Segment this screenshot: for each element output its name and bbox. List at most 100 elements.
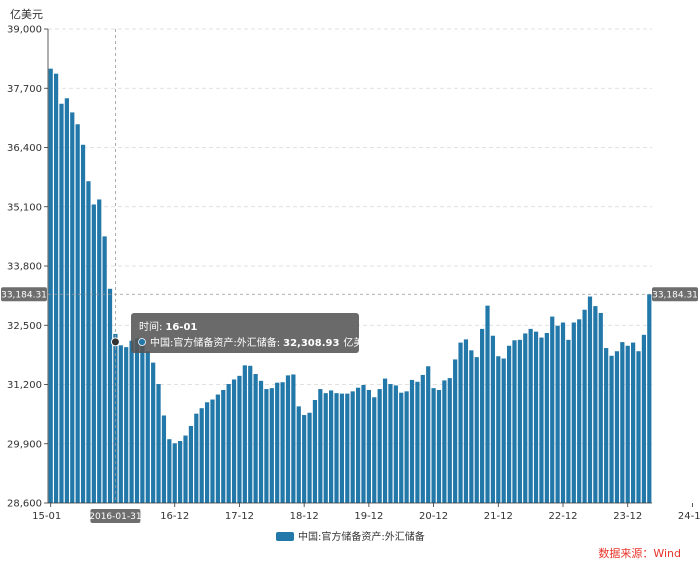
bar[interactable] xyxy=(506,345,512,503)
bar[interactable] xyxy=(372,397,377,503)
bar[interactable] xyxy=(296,406,301,503)
bar[interactable] xyxy=(490,335,496,503)
bar[interactable] xyxy=(242,365,247,503)
bar[interactable] xyxy=(113,333,118,503)
bar[interactable] xyxy=(388,384,393,503)
bar[interactable] xyxy=(280,382,285,503)
bar[interactable] xyxy=(517,339,522,503)
bar[interactable] xyxy=(366,389,371,503)
bar[interactable] xyxy=(75,124,80,503)
bar[interactable] xyxy=(550,316,555,503)
bar[interactable] xyxy=(377,389,382,503)
bar[interactable] xyxy=(469,350,474,503)
bar[interactable] xyxy=(231,379,237,503)
bar[interactable] xyxy=(237,375,242,503)
bar[interactable] xyxy=(194,413,199,503)
legend[interactable]: 中国:官方储备资产:外汇储备 xyxy=(276,530,425,543)
bar[interactable] xyxy=(593,306,598,503)
bar[interactable] xyxy=(302,415,307,503)
bar[interactable] xyxy=(463,339,469,503)
bar[interactable] xyxy=(350,391,355,503)
bar[interactable] xyxy=(151,362,156,503)
bar[interactable] xyxy=(647,294,652,503)
bar[interactable] xyxy=(577,319,582,503)
bar[interactable] xyxy=(64,98,69,503)
bar[interactable] xyxy=(285,375,291,503)
bar[interactable] xyxy=(528,328,533,503)
bar[interactable] xyxy=(183,435,188,503)
bar[interactable] xyxy=(53,73,59,504)
bar[interactable] xyxy=(512,340,517,503)
bar[interactable] xyxy=(631,342,636,503)
bar[interactable] xyxy=(641,334,647,503)
bar[interactable] xyxy=(323,393,328,503)
bar[interactable] xyxy=(258,380,264,503)
bar[interactable] xyxy=(598,312,603,503)
bar[interactable] xyxy=(226,384,231,503)
bar[interactable] xyxy=(399,392,404,503)
bar[interactable] xyxy=(582,309,587,503)
bar-series[interactable] xyxy=(48,68,652,504)
bar[interactable] xyxy=(334,393,339,503)
bar[interactable] xyxy=(415,381,420,503)
bar[interactable] xyxy=(426,366,431,503)
bar[interactable] xyxy=(539,337,544,503)
bar[interactable] xyxy=(566,339,571,503)
bar[interactable] xyxy=(118,345,123,503)
bar[interactable] xyxy=(329,390,334,503)
bar[interactable] xyxy=(560,322,566,503)
bar[interactable] xyxy=(620,342,625,503)
bar[interactable] xyxy=(215,394,220,503)
bar[interactable] xyxy=(614,351,620,503)
bar[interactable] xyxy=(409,379,415,503)
bar[interactable] xyxy=(70,112,75,503)
bar[interactable] xyxy=(161,415,167,503)
bar[interactable] xyxy=(275,382,280,503)
bar[interactable] xyxy=(533,331,539,503)
bar[interactable] xyxy=(318,389,323,503)
bar[interactable] xyxy=(474,357,479,503)
bar[interactable] xyxy=(345,393,350,503)
bar[interactable] xyxy=(609,355,614,503)
bar[interactable] xyxy=(312,400,318,503)
bar[interactable] xyxy=(636,351,641,503)
bar[interactable] xyxy=(442,380,447,503)
bar[interactable] xyxy=(571,322,576,503)
bar[interactable] xyxy=(382,378,388,503)
bar[interactable] xyxy=(199,408,204,503)
bar[interactable] xyxy=(480,328,485,503)
bar[interactable] xyxy=(48,68,53,504)
bar[interactable] xyxy=(124,347,129,503)
bar[interactable] xyxy=(447,378,452,503)
bar[interactable] xyxy=(107,288,113,503)
bar[interactable] xyxy=(307,412,312,503)
bar[interactable] xyxy=(129,340,134,503)
bar[interactable] xyxy=(102,236,107,504)
bar[interactable] xyxy=(140,345,145,503)
bar[interactable] xyxy=(355,387,361,503)
bar[interactable] xyxy=(291,374,296,503)
bar[interactable] xyxy=(523,333,528,503)
bar[interactable] xyxy=(361,384,366,503)
bar[interactable] xyxy=(555,325,560,503)
bar[interactable] xyxy=(264,389,269,503)
bar[interactable] xyxy=(253,374,258,503)
bar[interactable] xyxy=(269,388,274,503)
bar[interactable] xyxy=(339,393,345,503)
bar[interactable] xyxy=(453,359,458,503)
bar[interactable] xyxy=(404,391,409,503)
bar[interactable] xyxy=(145,351,150,503)
bar[interactable] xyxy=(80,144,86,503)
bar[interactable] xyxy=(204,402,210,503)
bar[interactable] xyxy=(156,384,161,503)
bar[interactable] xyxy=(167,439,172,503)
bar[interactable] xyxy=(248,365,253,503)
bar[interactable] xyxy=(458,342,463,503)
bar[interactable] xyxy=(59,103,64,503)
bar[interactable] xyxy=(587,296,593,503)
bar[interactable] xyxy=(210,399,215,503)
bar[interactable] xyxy=(496,356,501,503)
bar[interactable] xyxy=(97,199,102,503)
bar[interactable] xyxy=(134,338,140,503)
bar[interactable] xyxy=(436,389,442,503)
